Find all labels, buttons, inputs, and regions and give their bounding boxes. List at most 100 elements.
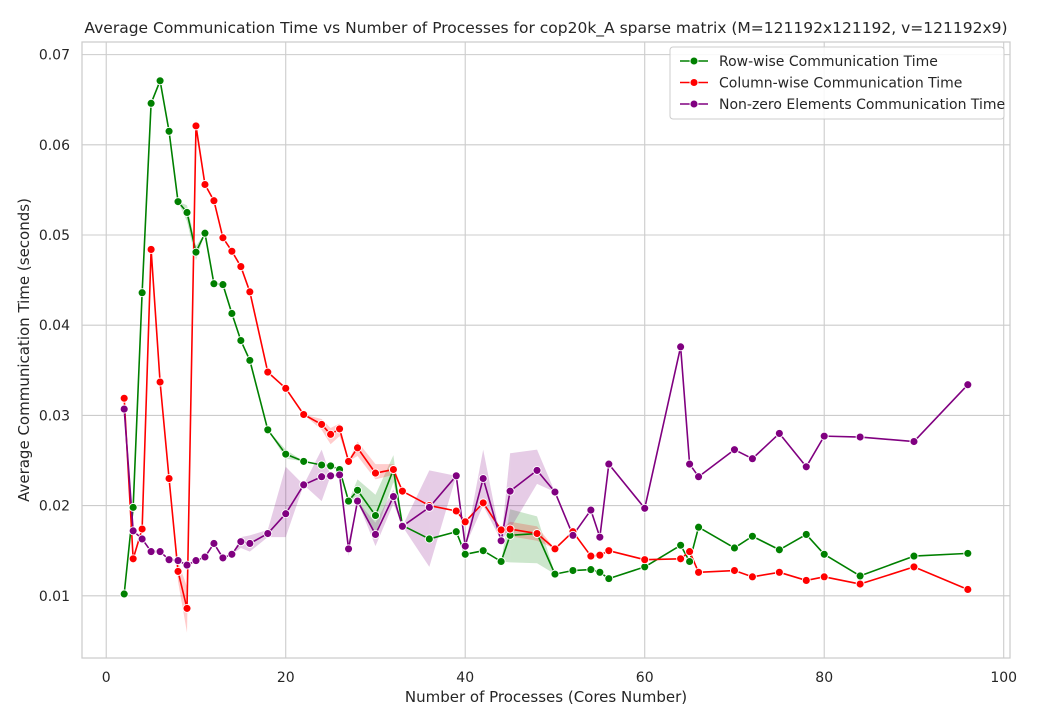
data-point-3 xyxy=(227,549,237,559)
y-tick-label: 0.05 xyxy=(39,228,70,244)
data-point-3 xyxy=(191,556,201,566)
data-point-3 xyxy=(236,537,246,547)
data-point-1 xyxy=(586,565,596,575)
data-point-3 xyxy=(218,553,228,563)
data-point-3 xyxy=(281,509,291,519)
confidence-band-2 xyxy=(303,414,322,430)
data-point-1 xyxy=(424,534,434,544)
data-point-1 xyxy=(263,425,273,435)
data-point-2 xyxy=(550,544,560,554)
y-tick-label: 0.02 xyxy=(39,499,70,515)
data-point-1 xyxy=(326,461,336,471)
x-tick-label: 100 xyxy=(990,670,1017,686)
legend-items: Row-wise Communication Time Column-wise C… xyxy=(680,54,1005,113)
data-point-2 xyxy=(595,550,605,560)
y-tick-label: 0.01 xyxy=(39,589,70,605)
data-point-3 xyxy=(164,555,174,565)
data-point-2 xyxy=(604,546,614,556)
data-point-1 xyxy=(568,566,578,575)
data-point-2 xyxy=(640,555,650,565)
data-point-3 xyxy=(424,502,434,512)
data-point-1 xyxy=(774,545,784,555)
confidence-band-3 xyxy=(285,466,304,538)
data-point-2 xyxy=(819,572,829,582)
data-point-1 xyxy=(299,456,309,466)
data-point-1 xyxy=(191,247,201,257)
data-point-2 xyxy=(236,262,246,272)
data-point-3 xyxy=(478,474,488,483)
data-point-2 xyxy=(200,180,210,189)
y-tick-label: 0.04 xyxy=(39,318,70,334)
data-point-2 xyxy=(747,572,757,582)
data-point-2 xyxy=(137,524,147,534)
data-point-3 xyxy=(182,560,192,570)
data-point-2 xyxy=(317,419,327,429)
data-point-3 xyxy=(496,536,506,546)
y-tick-label: 0.06 xyxy=(39,138,70,154)
data-point-3 xyxy=(200,552,210,562)
data-point-2 xyxy=(128,554,138,564)
data-point-1 xyxy=(281,449,291,459)
confidence-band-3 xyxy=(537,449,555,493)
data-point-1 xyxy=(200,228,210,238)
data-point-2 xyxy=(146,244,156,254)
data-point-2 xyxy=(388,465,398,474)
data-point-2 xyxy=(299,410,309,419)
data-point-1 xyxy=(685,557,695,566)
confidence-band-1 xyxy=(348,479,358,502)
confidence-band-1 xyxy=(195,233,205,261)
data-point-2 xyxy=(451,506,461,516)
data-point-3 xyxy=(451,471,461,481)
data-point-3 xyxy=(586,505,596,515)
confidence-band-3 xyxy=(465,449,484,547)
data-point-3 xyxy=(137,534,147,544)
legend-marker-1 xyxy=(689,56,699,66)
legend-box xyxy=(669,46,1005,120)
data-point-3 xyxy=(730,445,739,455)
data-point-1 xyxy=(245,355,255,365)
data-point-3 xyxy=(371,529,380,539)
confidence-band-1 xyxy=(501,509,511,563)
confidence-band-2 xyxy=(537,526,555,549)
data-point-2 xyxy=(371,468,380,478)
data-point-3 xyxy=(299,480,309,490)
data-point-2 xyxy=(801,575,811,585)
legend-label-1: Row-wise Communication Time xyxy=(719,54,938,70)
data-point-3 xyxy=(676,342,686,352)
legend: Row-wise Communication Time Column-wise C… xyxy=(669,46,1005,120)
data-point-1 xyxy=(496,557,506,566)
data-point-2 xyxy=(397,486,407,496)
data-point-3 xyxy=(550,487,560,497)
data-point-1 xyxy=(963,548,973,558)
data-point-3 xyxy=(532,465,542,475)
data-point-3 xyxy=(685,459,695,469)
data-point-2 xyxy=(281,383,291,393)
data-point-1 xyxy=(595,567,605,577)
data-point-3 xyxy=(388,492,398,502)
confidence-band-3 xyxy=(483,449,502,541)
data-point-1 xyxy=(344,496,353,506)
data-point-1 xyxy=(173,197,183,207)
x-tick-label: 40 xyxy=(456,670,474,686)
data-point-2 xyxy=(909,562,919,572)
legend-label-2: Column-wise Communication Time xyxy=(719,76,962,92)
tick-labels: 0 20 40 60 80 100 0.01 0.02 0.03 0.04 0.05 0.06 0.07 xyxy=(39,48,1017,686)
legend-marker-2 xyxy=(689,78,699,87)
data-point-1 xyxy=(182,208,192,217)
data-point-2 xyxy=(855,579,865,589)
data-points xyxy=(119,76,973,613)
data-point-3 xyxy=(335,470,345,480)
y-tick-label: 0.03 xyxy=(39,408,70,424)
data-point-3 xyxy=(155,547,165,557)
legend-label-3: Non-zero Elements Communication Time xyxy=(719,97,1005,113)
data-point-1 xyxy=(155,76,165,86)
confidence-band-3 xyxy=(429,470,457,567)
data-point-2 xyxy=(173,566,183,576)
y-tick-label: 0.07 xyxy=(39,48,70,64)
confidence-band-2 xyxy=(339,423,349,462)
data-point-3 xyxy=(604,459,614,469)
confidence-band-3 xyxy=(510,449,538,530)
grid xyxy=(82,42,1010,658)
data-point-3 xyxy=(694,472,704,482)
data-point-3 xyxy=(344,544,353,554)
